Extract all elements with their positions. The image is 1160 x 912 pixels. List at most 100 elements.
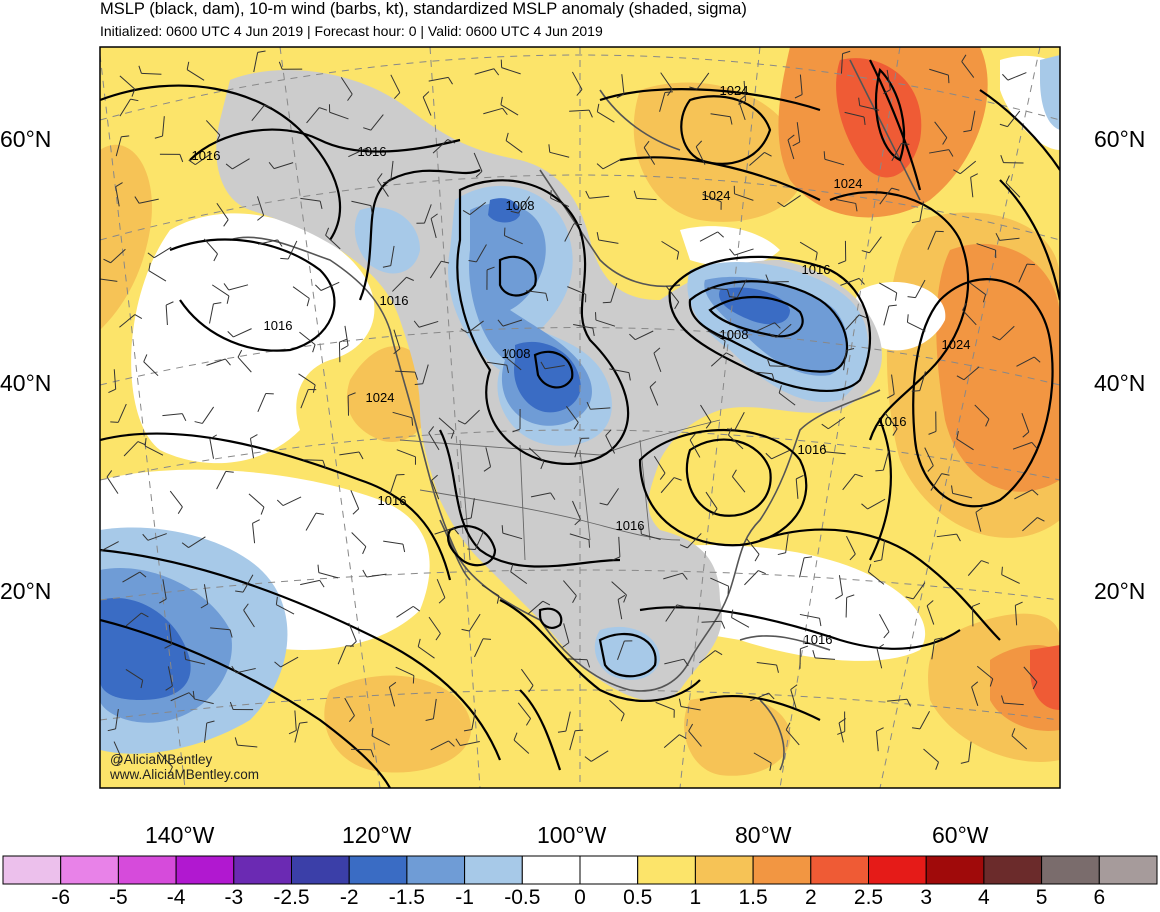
wind-barb — [468, 613, 481, 632]
wind-barb — [1003, 702, 1024, 706]
wind-barb — [884, 412, 898, 430]
wind-barb — [525, 290, 546, 294]
wind-barb-flag — [683, 658, 689, 667]
colorbar-label: -5 — [109, 886, 128, 909]
wind-barb-flag — [876, 643, 885, 650]
colorbar-label: 1 — [689, 886, 702, 909]
wind-barb-flag — [584, 756, 592, 762]
wind-barb — [929, 68, 949, 76]
wind-barb — [976, 665, 994, 680]
wind-barb-flag — [467, 548, 476, 551]
wind-barb — [1001, 574, 1020, 584]
wind-barb — [1012, 441, 1033, 450]
wind-barb — [125, 612, 142, 627]
isobar-label: 1016 — [358, 144, 387, 159]
wind-barb — [655, 701, 675, 711]
wind-barb-flag — [729, 116, 733, 125]
wind-barb-flag — [225, 470, 234, 473]
wind-barb-flag — [585, 190, 590, 199]
wind-barb-flag — [592, 328, 595, 337]
wind-barb — [842, 473, 856, 491]
wind-barb-flag — [548, 144, 551, 153]
wind-barb — [153, 246, 172, 259]
wind-barb — [248, 493, 265, 508]
wind-barb — [617, 599, 623, 620]
wind-barb-flag — [447, 139, 456, 144]
wind-barb — [257, 393, 267, 413]
wind-barb — [276, 604, 295, 615]
colorbar-label: 0.5 — [623, 886, 653, 909]
wind-barb-flag — [550, 492, 556, 500]
wind-barb — [785, 729, 800, 746]
wind-barb — [471, 709, 477, 730]
lon-label-120w: 120°W — [342, 822, 412, 848]
wind-barb-flag — [143, 354, 148, 362]
wind-barb-flag — [1037, 517, 1045, 522]
wind-barb — [502, 319, 523, 327]
wind-barb-flag — [888, 304, 897, 307]
wind-barb — [569, 109, 590, 112]
wind-barb — [595, 319, 616, 327]
wind-barb-flag — [726, 289, 731, 298]
wind-barb — [475, 244, 487, 263]
wind-barb — [329, 111, 349, 120]
wind-barb — [431, 480, 440, 500]
wind-barb — [282, 496, 302, 507]
wind-barb — [147, 533, 167, 541]
wind-barb-flag — [540, 461, 545, 470]
wind-barb-flag — [457, 420, 466, 425]
wind-barb-flag — [377, 173, 383, 181]
wind-barb — [119, 98, 131, 117]
wind-barb-flag — [664, 91, 673, 93]
wind-barb — [567, 286, 586, 295]
wind-barb-flag — [769, 762, 772, 771]
wind-barb — [775, 323, 792, 338]
wind-barb-flag — [425, 718, 434, 721]
wind-barb — [125, 668, 143, 681]
wind-barb-flag — [764, 151, 772, 157]
wind-barb-flag — [823, 443, 827, 452]
isobar-label: 1016 — [264, 318, 293, 333]
wind-barb-flag — [800, 645, 809, 650]
wind-barb-flag — [678, 698, 682, 707]
wind-barb — [836, 198, 856, 204]
wind-barb-flag — [935, 761, 939, 770]
wind-barb-flag — [144, 438, 147, 447]
wind-barb-flag — [616, 93, 625, 99]
isobar-label: 1024 — [702, 188, 731, 203]
wind-barb-flag — [854, 473, 863, 478]
wind-barb — [186, 69, 205, 81]
wind-barb-flag — [723, 340, 726, 349]
wind-barb-flag — [107, 728, 116, 732]
wind-barbs — [100, 50, 1045, 775]
wind-barb-flag — [181, 542, 189, 548]
wind-barb — [701, 620, 722, 623]
wind-barb — [205, 120, 221, 136]
wind-barb — [567, 658, 588, 661]
wind-barb — [589, 195, 610, 199]
colorbar-swatch — [117, 855, 177, 885]
wind-barb — [216, 471, 227, 490]
wind-barb — [194, 698, 214, 705]
wind-barb — [513, 739, 530, 754]
wind-barb — [474, 638, 484, 658]
wind-barb-flag — [729, 248, 735, 256]
wind-barb — [749, 152, 765, 166]
wind-barb-flag — [223, 283, 230, 291]
wind-barb-flag — [542, 600, 551, 606]
wind-barb-flag — [138, 65, 142, 74]
wind-barb — [188, 536, 206, 548]
wind-barb — [641, 533, 661, 540]
wind-barb-flag — [689, 433, 696, 441]
wind-barb — [141, 72, 162, 75]
wind-barb — [377, 179, 389, 197]
wind-barb-flag — [366, 147, 373, 155]
wind-barb-flag — [867, 564, 872, 572]
wind-barb — [824, 158, 845, 166]
wind-barb-flag — [148, 262, 151, 271]
wind-barb-flag — [778, 385, 782, 394]
wind-barb — [430, 218, 437, 238]
wind-barb — [710, 352, 727, 367]
wind-barb — [432, 139, 449, 154]
wind-barb — [756, 661, 777, 666]
